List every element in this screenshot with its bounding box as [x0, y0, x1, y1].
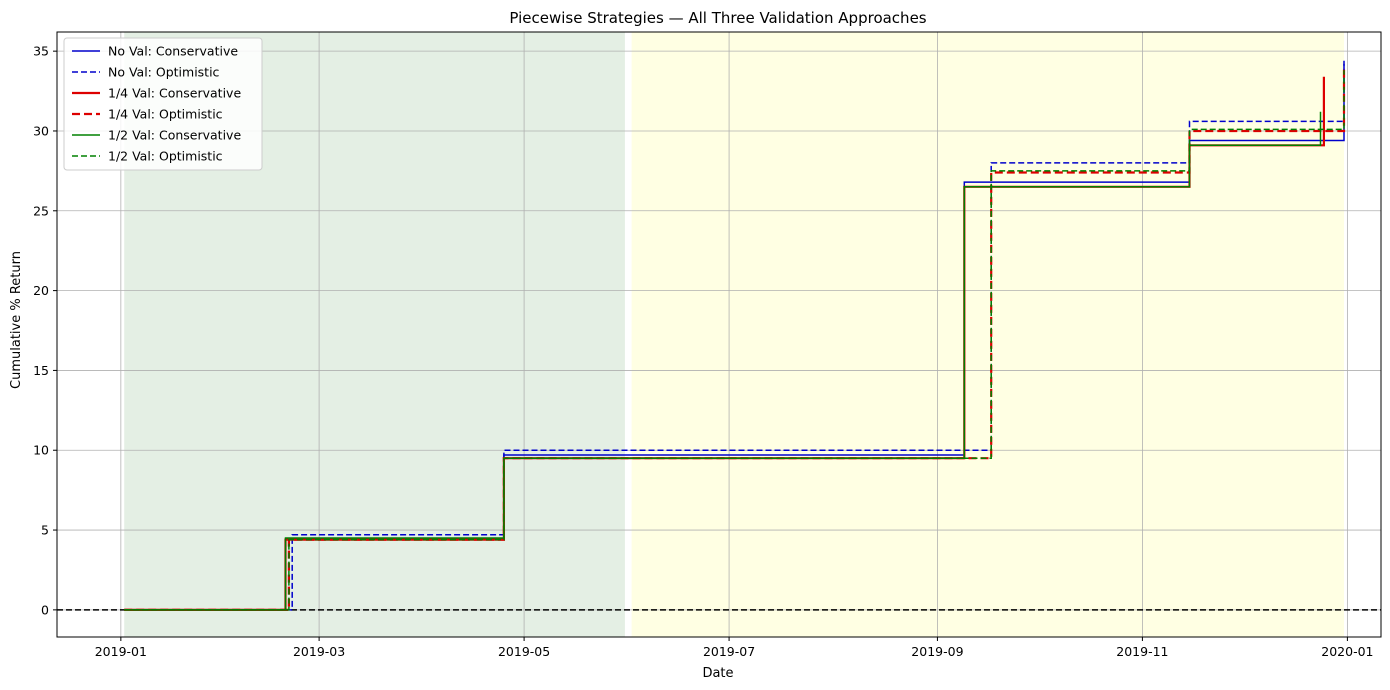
x-tick-label: 2019-05: [498, 644, 550, 659]
x-axis: 2019-01 2019-03 2019-05 2019-07 2019-09 2019-…: [95, 637, 1374, 659]
y-tick-label: 25: [33, 203, 49, 218]
shaded-region-2: [631, 32, 1345, 637]
legend-box: [63, 37, 263, 171]
y-tick-label: 35: [33, 44, 49, 59]
y-tick-label: 10: [33, 443, 49, 458]
x-tick-label: 2019-01: [95, 644, 147, 659]
y-axis-label: Cumulative % Return: [9, 251, 24, 389]
y-tick-label: 30: [33, 123, 49, 138]
x-axis-label: Date: [702, 666, 733, 681]
y-tick-label: 15: [33, 363, 49, 378]
y-tick-label: 0: [41, 602, 49, 617]
legend-label: 1/2 Val: Conservative: [108, 128, 241, 143]
shaded-regions: [124, 32, 1345, 637]
y-tick-label: 20: [33, 283, 49, 298]
series-line-6: [124, 70, 1345, 611]
x-tick-label: 2019-03: [293, 644, 345, 659]
legend-label: No Val: Conservative: [108, 44, 238, 59]
legend-label: No Val: Optimistic: [108, 65, 220, 80]
series-lines: [124, 60, 1346, 612]
y-axis: 0 5 10 15 20 25 30 35: [33, 44, 57, 617]
legend-label: 1/2 Val: Optimistic: [108, 149, 223, 164]
plot-area: [56, 31, 1382, 638]
legend-label: 1/4 Val: Optimistic: [108, 107, 223, 122]
legend-label: 1/4 Val: Conservative: [108, 86, 241, 101]
x-tick-label: 2019-07: [703, 644, 755, 659]
x-tick-label: 2019-11: [1116, 644, 1168, 659]
x-tick-label: 2020-01: [1321, 644, 1373, 659]
plot-frame: [56, 31, 1382, 638]
legend: No Val: Conservative No Val: Optimistic 1/…: [63, 37, 263, 171]
x-tick-label: 2019-09: [911, 644, 963, 659]
chart-title: Piecewise Strategies — All Three Validat…: [509, 9, 926, 27]
y-tick-label: 5: [41, 523, 49, 538]
